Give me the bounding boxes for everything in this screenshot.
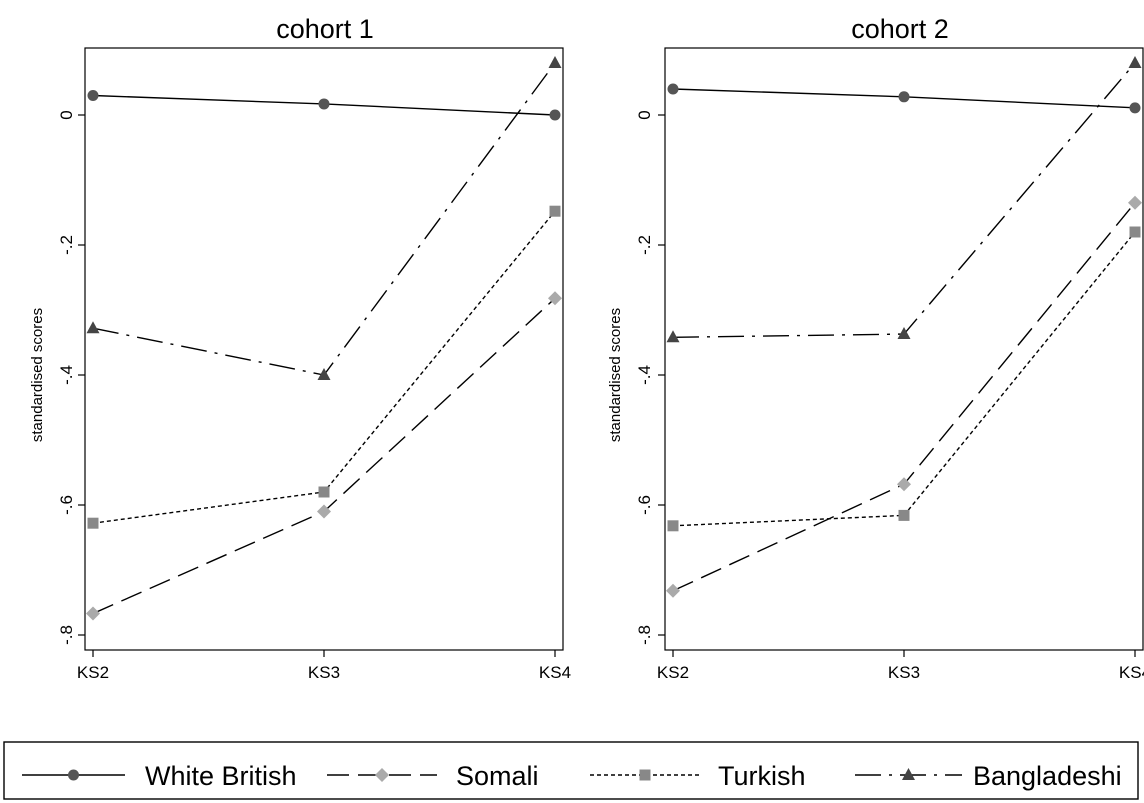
legend-label: Bangladeshi	[973, 761, 1122, 791]
y-axis-label: standardised scores	[29, 308, 46, 442]
data-point	[548, 291, 562, 306]
legend-label: White British	[145, 761, 297, 791]
series-line	[672, 202, 1136, 592]
legend-marker	[375, 768, 389, 782]
series-line	[92, 297, 556, 615]
chart-title: cohort 2	[851, 14, 949, 44]
data-point	[1128, 195, 1142, 210]
data-point	[897, 477, 911, 492]
data-point	[549, 205, 561, 217]
data-point	[898, 91, 910, 103]
chart-title: cohort 1	[276, 14, 374, 44]
data-point	[897, 327, 911, 340]
data-point	[1128, 56, 1142, 68]
data-point	[667, 520, 679, 532]
y-axis-label: standardised scores	[607, 308, 624, 442]
data-point	[666, 583, 680, 598]
x-tick-label: KS3	[888, 663, 920, 682]
y-tick-label: -.2	[57, 235, 76, 255]
x-tick-label: KS2	[77, 663, 109, 682]
data-point	[318, 98, 330, 110]
x-tick-label: KS4	[539, 663, 571, 682]
legend-marker	[639, 769, 651, 781]
data-point	[317, 504, 331, 519]
legend-box	[3, 741, 1139, 800]
y-tick-label: -.4	[635, 365, 654, 385]
data-point	[1129, 226, 1141, 238]
y-tick-label: -.4	[57, 365, 76, 385]
series-line	[92, 210, 556, 524]
legend-marker	[902, 768, 915, 780]
y-tick-label: 0	[635, 110, 654, 119]
data-point	[87, 517, 99, 529]
x-tick-label: KS2	[657, 663, 689, 682]
plot-frame	[84, 47, 564, 651]
data-point	[87, 90, 99, 101]
data-point	[898, 509, 910, 521]
y-tick-label: -.8	[57, 625, 76, 645]
data-point	[86, 606, 100, 621]
data-point	[667, 83, 679, 95]
x-tick-label: KS4	[1119, 663, 1144, 682]
y-tick-label: 0	[57, 110, 76, 119]
legend-label: Turkish	[718, 761, 806, 791]
y-tick-label: -.8	[635, 625, 654, 645]
data-point	[317, 368, 331, 380]
data-point	[548, 56, 562, 68]
legend-marker	[68, 769, 79, 781]
plot-frame	[664, 47, 1144, 651]
data-point	[318, 486, 330, 498]
data-point	[549, 109, 561, 121]
legend-label: Somali	[456, 761, 539, 791]
y-tick-label: -.6	[635, 495, 654, 515]
x-tick-label: KS3	[308, 663, 340, 682]
data-point	[86, 321, 100, 334]
series-line	[92, 62, 556, 376]
y-tick-label: -.6	[57, 495, 76, 515]
y-tick-label: -.2	[635, 235, 654, 255]
data-point	[1129, 102, 1141, 114]
data-point	[666, 330, 680, 343]
